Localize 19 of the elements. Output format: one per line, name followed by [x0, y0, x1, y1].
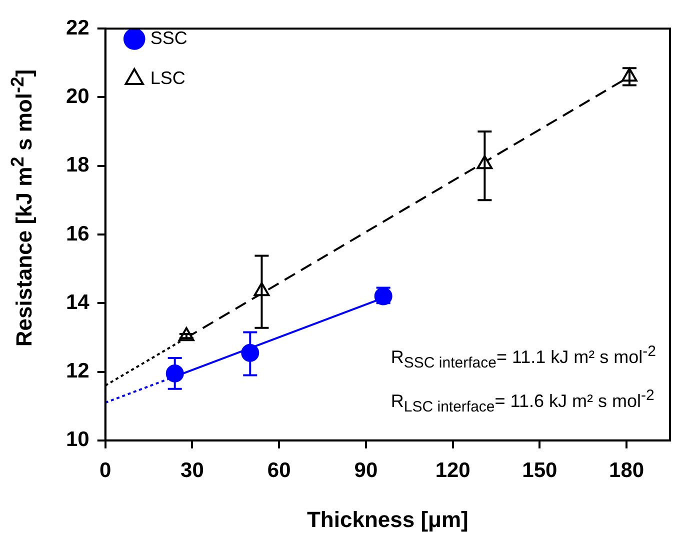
y-tick-label: 20 [66, 85, 90, 108]
y-tick-label: 14 [66, 290, 90, 314]
x-tick-label: 180 [609, 458, 644, 482]
x-tick-label: 120 [435, 458, 470, 482]
legend-label: LSC [150, 68, 186, 88]
x-tick-label: 60 [267, 458, 291, 482]
annotation: R$_{LSC interface}$= 11.6 kJ m² s mol$^{-2}$ [390, 386, 656, 418]
legend-label: SSC [150, 28, 188, 48]
x-tick-label: 0 [100, 458, 112, 482]
x-tick-label: 90 [354, 458, 378, 482]
annotation: R$_{SSC interface}$= 11.1 kJ m² s mol$^{-2}$ [390, 342, 656, 374]
x-tick-label: 30 [180, 458, 204, 482]
y-tick-label: 16 [66, 222, 90, 246]
x-axis-title: Thickness [μm] [306, 506, 468, 532]
y-tick-label: 12 [66, 360, 90, 383]
y-tick-label: 10 [66, 428, 90, 452]
y-tick-label: 18 [66, 154, 90, 177]
y-tick-label: 22 [66, 16, 90, 40]
x-tick-label: 150 [522, 458, 558, 482]
